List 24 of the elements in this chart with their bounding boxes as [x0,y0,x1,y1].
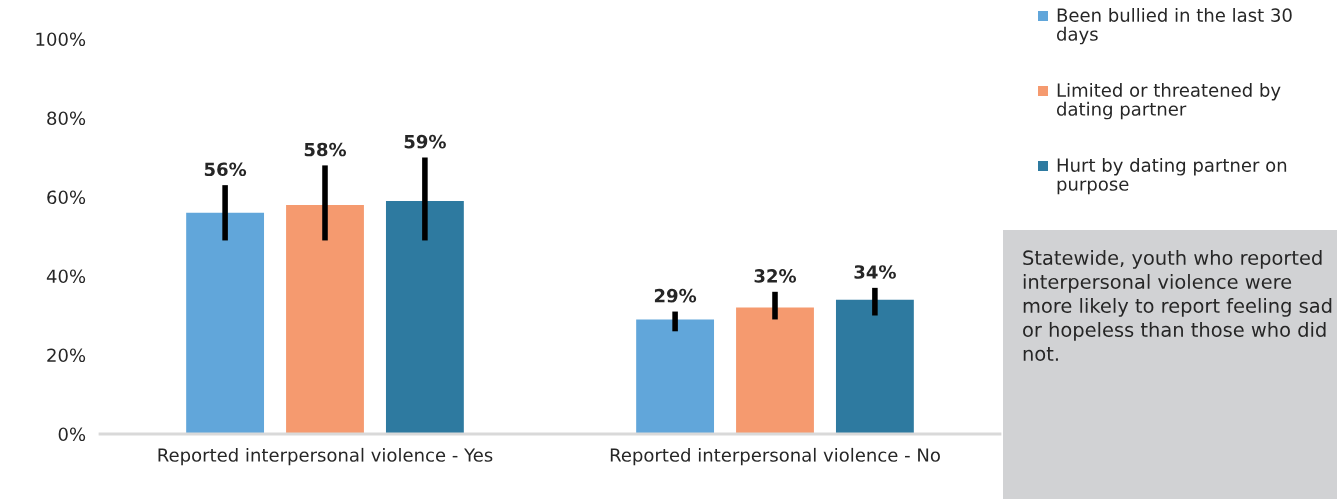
data-label: 29% [654,288,697,303]
bar [286,204,364,434]
y-tick-label: 0% [58,427,86,442]
data-label: 32% [754,269,797,283]
legend-label: Limited or threatened by dating partner [1057,83,1281,120]
y-tick-label: 80% [47,111,86,126]
y-tick-label: 60% [47,190,86,205]
y-tick-label: 100% [36,32,86,47]
data-label: 59% [404,134,446,149]
y-tick-label: 40% [46,269,86,284]
bar [385,200,464,434]
data-label: 58% [304,142,347,157]
text: Statewide, youth who reported interpersonal violence were more likely to report feeling sad or hopeless than those who did not. [1023,250,1332,362]
y-tick-label: 20% [47,348,86,363]
x-tick-label: Reported interpersonal violence - Yes [158,447,493,466]
legend-label: Been bullied in the last 30 days [1057,8,1292,45]
bar [186,212,265,434]
bar [636,319,715,434]
legend-label: Hurt by dating partner on purpose [1057,158,1287,195]
bar [736,307,814,434]
data-label: 56% [204,162,247,177]
x-tick-label: Reported interpersonal violence - No [610,447,940,466]
bar [835,299,914,434]
data-label: 34% [854,265,896,279]
